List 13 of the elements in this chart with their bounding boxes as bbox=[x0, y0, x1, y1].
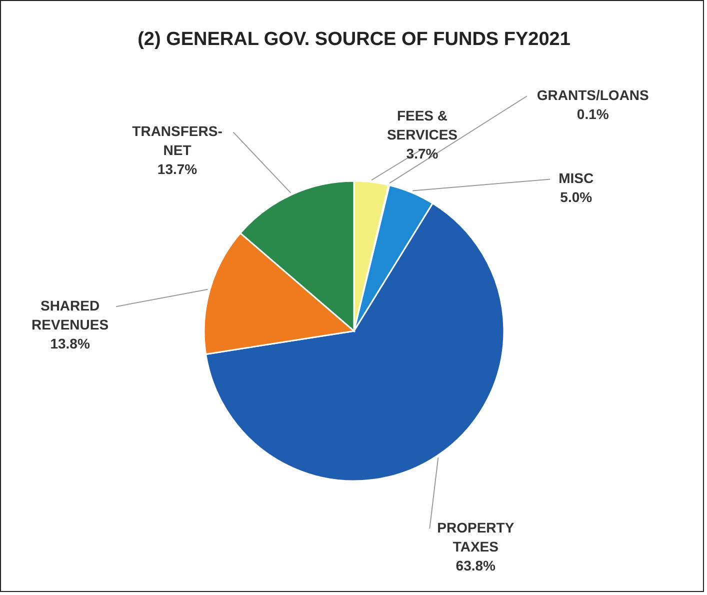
data-label: 13.8% bbox=[50, 336, 90, 352]
data-label: 3.7% bbox=[406, 146, 439, 162]
slice-label: GRANTS/LOANS bbox=[536, 87, 649, 104]
data-label: 0.1% bbox=[576, 106, 610, 122]
chart-title: (2) GENERAL GOV. SOURCE OF FUNDS FY2021 bbox=[138, 29, 571, 50]
data-label: 13.7% bbox=[157, 161, 198, 178]
slice-label: SHARED REVENUES bbox=[32, 298, 109, 333]
slice-label: TRANSFERS-NET bbox=[132, 123, 223, 158]
slice-label: MISC bbox=[558, 170, 594, 186]
slice-label: PROPERTY TAXES bbox=[437, 520, 515, 555]
slice-label: FEES & SERVICES bbox=[386, 108, 458, 143]
data-label: 5.0% bbox=[560, 189, 593, 206]
data-label: 63.8% bbox=[456, 558, 496, 574]
